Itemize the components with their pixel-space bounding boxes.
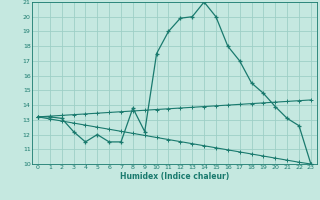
X-axis label: Humidex (Indice chaleur): Humidex (Indice chaleur) (120, 172, 229, 181)
